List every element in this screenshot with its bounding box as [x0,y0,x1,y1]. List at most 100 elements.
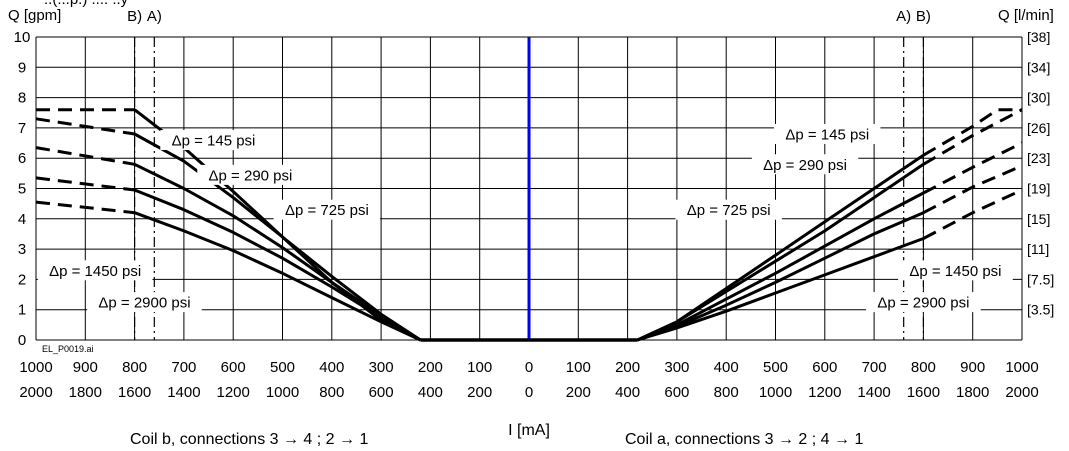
y-left-tick-label: 8 [18,90,26,107]
x-tick-label-ma: 1000 [19,359,52,376]
x-tick-label-ma-alt: 400 [418,384,443,401]
x-tick-label-ma-alt: 800 [714,384,739,401]
series-curve-extension-left [35,117,135,136]
x-tick-label-ma: 100 [566,359,591,376]
series-label: Δp = 1450 psi [49,263,141,280]
series-curve-extension-left [35,200,135,215]
x-tick-label-ma-alt: 2000 [19,384,52,401]
y-left-tick-label: 3 [18,241,26,258]
x-tick-label-ma-alt: 1400 [857,384,890,401]
series-curve-extension-right [922,141,1023,195]
series-label-background [160,130,267,151]
x-tick-label-ma: 0 [525,359,533,376]
x-tick-label-ma-alt: 600 [369,384,394,401]
x-tick-label-ma-alt: 200 [467,384,492,401]
coil-b-label: Coil b, connections 3 → 4 ; 2 → 1 [130,431,368,448]
coil-a-label: Coil a, connections 3 → 2 ; 4 → 1 [625,431,863,448]
series-label: Δp = 2900 psi [877,295,969,312]
y-left-tick-label: 5 [18,181,26,198]
x-tick-label-ma: 300 [664,359,689,376]
series-curve-extension-right [922,164,1023,215]
x-tick-label-ma: 1000 [1005,359,1038,376]
x-tick-label-ma-alt: 1800 [69,384,102,401]
x-tick-label-ma: 500 [270,359,295,376]
y-left-tick-label: 6 [18,150,26,167]
series-label-background [675,199,782,220]
x-axis-title: I [mA] [508,422,550,439]
y-left-tick-label: 9 [18,59,26,76]
y-right-tick-label: [7.5] [1027,271,1054,287]
series-curve-right [637,237,924,342]
x-tick-label-ma: 800 [911,359,936,376]
x-tick-label-ma: 500 [763,359,788,376]
limit-marker-label: A) [896,8,911,25]
series-curve-right [636,153,925,342]
series-label-background [898,260,1013,281]
watermark: EL_P0019.ai [42,344,94,354]
limit-marker-label: B) [916,8,931,25]
x-tick-label-ma-alt: 2000 [1005,384,1038,401]
y-left-tick-label: 1 [18,302,26,319]
x-tick-label-ma: 200 [615,359,640,376]
series-curve-left [134,211,422,342]
x-tick-label-ma: 900 [960,359,985,376]
series-label-background [273,199,381,220]
y-right-tick-label: [26] [1027,120,1050,136]
y-right-tick-label: [19] [1027,181,1050,197]
x-tick-label-ma: 600 [812,359,837,376]
y-right-tick-label: [30] [1027,90,1050,106]
series-label-background [87,292,202,313]
y-right-tick-label: [38] [1027,29,1050,45]
series-label: Δp = 1450 psi [909,263,1001,280]
x-tick-label-ma-alt: 0 [525,384,533,401]
x-tick-label-ma-alt: 200 [566,384,591,401]
series-curve-extension-right [922,108,1023,166]
top-clipped-text: ..(...p.) .... ..y [44,0,129,8]
y-right-tick-label: [3.5] [1027,302,1054,318]
y-right-tick-label: [34] [1027,59,1050,75]
y-right-title: Q [l/min] [998,7,1054,24]
series-curve-extension-right [922,188,1023,240]
x-tick-label-ma-alt: 1600 [907,384,940,401]
series-curve-extension-right [922,108,1022,157]
x-tick-label-ma-alt: 1400 [167,384,200,401]
x-tick-label-ma: 700 [862,359,887,376]
x-tick-label-ma-alt: 1200 [217,384,250,401]
series-label: Δp = 145 psi [172,133,256,150]
series-label-background [866,292,981,313]
x-tick-label-ma-alt: 1000 [759,384,792,401]
limit-marker-label: B) [127,8,142,25]
x-tick-label-ma-alt: 1200 [808,384,841,401]
y-left-tick-label: 4 [18,211,26,228]
x-tick-label-ma: 100 [467,359,492,376]
series-label: Δp = 145 psi [785,126,869,143]
y-right-tick-label: [11] [1027,241,1049,257]
series-label-background [197,164,304,185]
series-curve-right [636,163,925,342]
series-labels: Δp = 145 psi Δp = 145 psi Δp = 290 psi Δp =… [37,123,1013,313]
y-left-title: Q [gpm] [8,7,61,24]
limit-marker-label: A) [147,8,162,25]
y-left-tick-label: 0 [18,332,26,349]
series-curve-extension-left [35,176,135,192]
x-tick-label-ma: 600 [221,359,246,376]
x-tick-label-ma-alt: 600 [664,384,689,401]
x-tick-label-ma-alt: 800 [319,384,344,401]
series-curve-extension-left [35,146,135,166]
series-label: Δp = 725 psi [687,202,771,219]
y-right-tick-label: [15] [1027,211,1050,227]
x-tick-label-ma: 300 [369,359,394,376]
tick-labels: 0 1 2 3 4 5 6 7 8 9 10 [3.5] [7.5] [11] [15] [19] [23] [2… [14,29,1055,401]
series-label-background [37,260,153,281]
x-tick-label-ma: 700 [171,359,196,376]
series-label-background [774,123,881,144]
y-right-tick-label: [23] [1027,150,1050,166]
limit-markers: B) A) A) B) [127,8,931,340]
x-tick-label-ma-alt: 1600 [118,384,151,401]
series-curve-left [134,188,422,342]
series-label: Δp = 725 psi [285,202,369,219]
series-label: Δp = 290 psi [763,157,847,174]
series-label: Δp = 290 psi [209,167,293,184]
x-tick-label-ma: 800 [122,359,147,376]
